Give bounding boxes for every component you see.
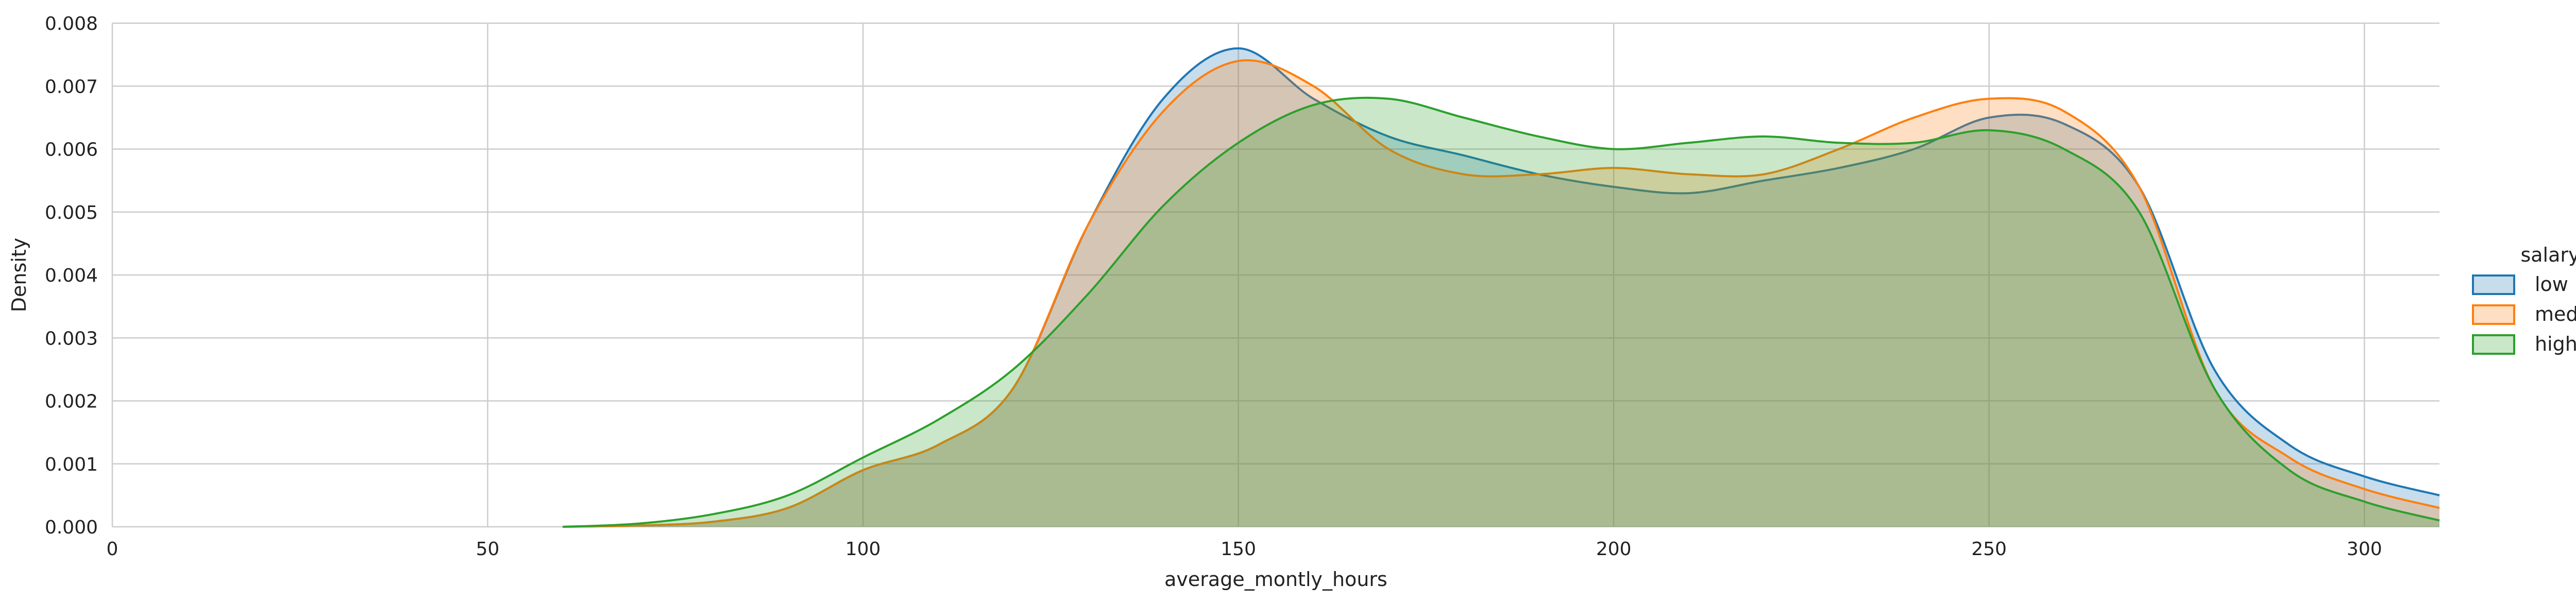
y-tick-label: 0.008 [45, 13, 98, 35]
x-tick-label: 200 [1596, 539, 1632, 560]
y-tick-label: 0.007 [45, 76, 98, 97]
legend-swatch-low [2472, 274, 2515, 295]
density-line-high [563, 96, 2440, 528]
y-tick-label: 0.002 [45, 391, 98, 412]
x-axis-title: average_montly_hours [1164, 568, 1387, 591]
x-tick-label: 0 [107, 539, 118, 560]
y-tick-label: 0.005 [45, 202, 98, 223]
x-tick-label: 250 [1971, 539, 2007, 560]
y-tick-label: 0.006 [45, 140, 98, 161]
density-area-medium [563, 60, 2439, 527]
y-tick-label: 0.003 [45, 328, 98, 349]
x-tick-label: 300 [2347, 539, 2382, 560]
density-line-medium [563, 59, 2440, 528]
density-area-low [563, 48, 2439, 527]
axes: 0 50 100 150 200 250 300 0.000 0.001 0.002 0.003 0.… [45, 13, 2382, 560]
legend: salary low medium high [2472, 244, 2576, 355]
legend-label-medium: medium [2535, 303, 2576, 325]
grid-lines [111, 22, 2439, 528]
y-axis-title: Density [8, 238, 30, 312]
x-tick-label: 150 [1221, 539, 1256, 560]
x-tick-label: 100 [845, 539, 881, 560]
legend-swatch-medium [2472, 304, 2515, 325]
y-tick-label: 0.001 [45, 454, 98, 475]
density-curves [563, 47, 2440, 528]
legend-title: salary [2520, 244, 2576, 266]
legend-label-low: low [2535, 273, 2568, 296]
legend-label-high: high [2535, 333, 2576, 355]
x-tick-label: 50 [476, 539, 500, 560]
density-area-high [563, 97, 2439, 527]
legend-swatch-high [2472, 334, 2515, 355]
y-tick-label: 0.000 [45, 517, 98, 538]
y-tick-label: 0.004 [45, 265, 98, 286]
